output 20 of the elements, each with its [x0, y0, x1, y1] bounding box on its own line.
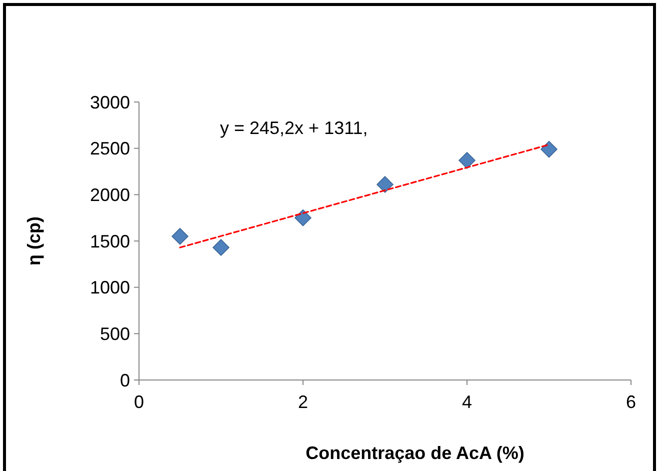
- x-tick-label: 0: [134, 392, 144, 412]
- point: [458, 152, 476, 169]
- x-tick-label: 4: [462, 392, 472, 412]
- point: [294, 209, 312, 226]
- y-tick-label: 3000: [90, 92, 130, 112]
- point: [212, 239, 230, 256]
- y-tick-label: 2000: [90, 184, 130, 205]
- y-tick-label: 2500: [90, 138, 130, 159]
- y-tick-label: 500: [100, 324, 130, 344]
- x-tick-label: 6: [626, 392, 636, 412]
- point: [540, 140, 558, 158]
- x-tick-label: 2: [298, 392, 308, 412]
- point: [376, 176, 394, 193]
- x-axis-title: Concentraçao de AcA (%): [306, 443, 524, 463]
- y-axis-title: η (cp): [24, 216, 44, 266]
- annotation: y = 245,2x + 1311,: [220, 118, 368, 138]
- y-tick-label: 0: [120, 370, 130, 390]
- point: [172, 228, 188, 245]
- y-tick-label: 1500: [90, 231, 130, 252]
- y-tick-label: 1000: [90, 278, 130, 298]
